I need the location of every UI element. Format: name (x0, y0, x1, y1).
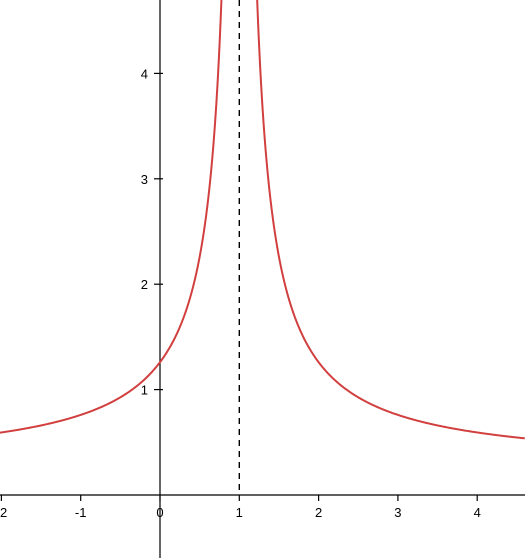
x-tick-label: -1 (75, 505, 87, 520)
x-tick-label: -2 (0, 505, 7, 520)
plot-background (0, 0, 525, 558)
y-tick-label: 1 (141, 383, 148, 398)
x-tick-label: 2 (315, 505, 322, 520)
y-tick-label: 3 (141, 172, 148, 187)
x-tick-label: 3 (394, 505, 401, 520)
function-plot: -2 -1 0 1 2 3 4 1 2 3 4 (0, 0, 525, 558)
y-tick-label: 4 (141, 66, 148, 81)
x-tick-label: 1 (236, 505, 243, 520)
x-tick-label: 0 (156, 505, 163, 520)
y-tick-label: 2 (141, 277, 148, 292)
x-tick-label: 4 (474, 505, 481, 520)
